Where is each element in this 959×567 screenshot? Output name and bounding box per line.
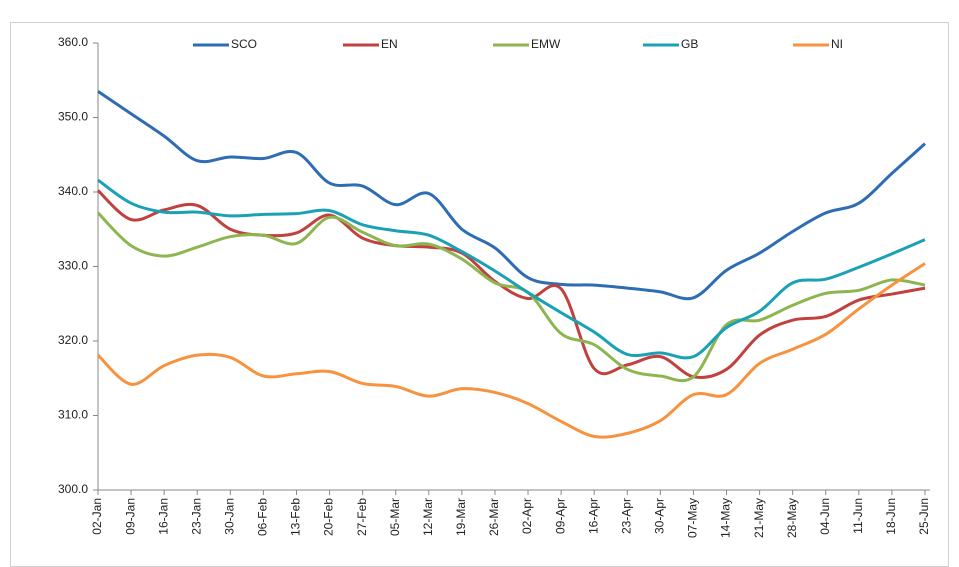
- x-tick-label: 27-Feb: [355, 498, 369, 536]
- x-tick-label: 13-Feb: [289, 498, 303, 536]
- y-tick-label: 360.0: [58, 35, 88, 49]
- y-tick-label: 310.0: [58, 408, 88, 422]
- y-tick-label: 350.0: [58, 110, 88, 124]
- x-tick-label: 23-Jan: [189, 498, 203, 535]
- x-tick-label: 06-Feb: [256, 498, 270, 536]
- series-line: [96, 211, 926, 383]
- x-tick-label: 16-Jan: [156, 498, 170, 535]
- legend-label: EMW: [531, 37, 561, 51]
- x-tick-label: 30-Apr: [653, 498, 667, 534]
- legend-label: SCO: [231, 37, 257, 51]
- x-tick-label: 25-Jun: [917, 498, 931, 535]
- series-line: [96, 189, 926, 379]
- x-tick-label: 14-May: [719, 498, 733, 538]
- x-tick-label: 20-Feb: [322, 498, 336, 536]
- y-tick-label: 340.0: [58, 184, 88, 198]
- x-tick-label: 11-Jun: [851, 498, 865, 534]
- y-tick-label: 330.0: [58, 259, 88, 273]
- x-tick-label: 05-Mar: [388, 498, 402, 536]
- x-tick-label: 07-May: [686, 498, 700, 538]
- x-tick-label: 02-Apr: [520, 498, 534, 534]
- x-tick-label: 23-Apr: [619, 498, 633, 534]
- legend-label: GB: [681, 37, 698, 51]
- x-tick-label: 19-Mar: [454, 498, 468, 536]
- x-tick-label: 26-Mar: [487, 498, 501, 536]
- series-line: [96, 262, 926, 439]
- x-tick-label: 28-May: [785, 498, 799, 538]
- y-tick-label: 320.0: [58, 333, 88, 347]
- legend-label: NI: [831, 37, 843, 51]
- x-tick-label: 21-May: [752, 498, 766, 538]
- chart-frame: [10, 22, 949, 567]
- x-tick-label: 09-Apr: [553, 498, 567, 534]
- x-tick-label: 02-Jan: [90, 498, 104, 535]
- x-tick-label: 04-Jun: [818, 498, 832, 535]
- legend-label: EN: [381, 37, 398, 51]
- series-line: [97, 90, 927, 301]
- x-tick-label: 16-Apr: [586, 498, 600, 534]
- y-tick-label: 300.0: [58, 482, 88, 496]
- x-tick-label: 18-Jun: [884, 498, 898, 535]
- x-tick-label: 30-Jan: [222, 498, 236, 535]
- x-tick-label: 12-Mar: [421, 498, 435, 536]
- series-line: [97, 178, 926, 360]
- x-tick-label: 09-Jan: [123, 498, 137, 535]
